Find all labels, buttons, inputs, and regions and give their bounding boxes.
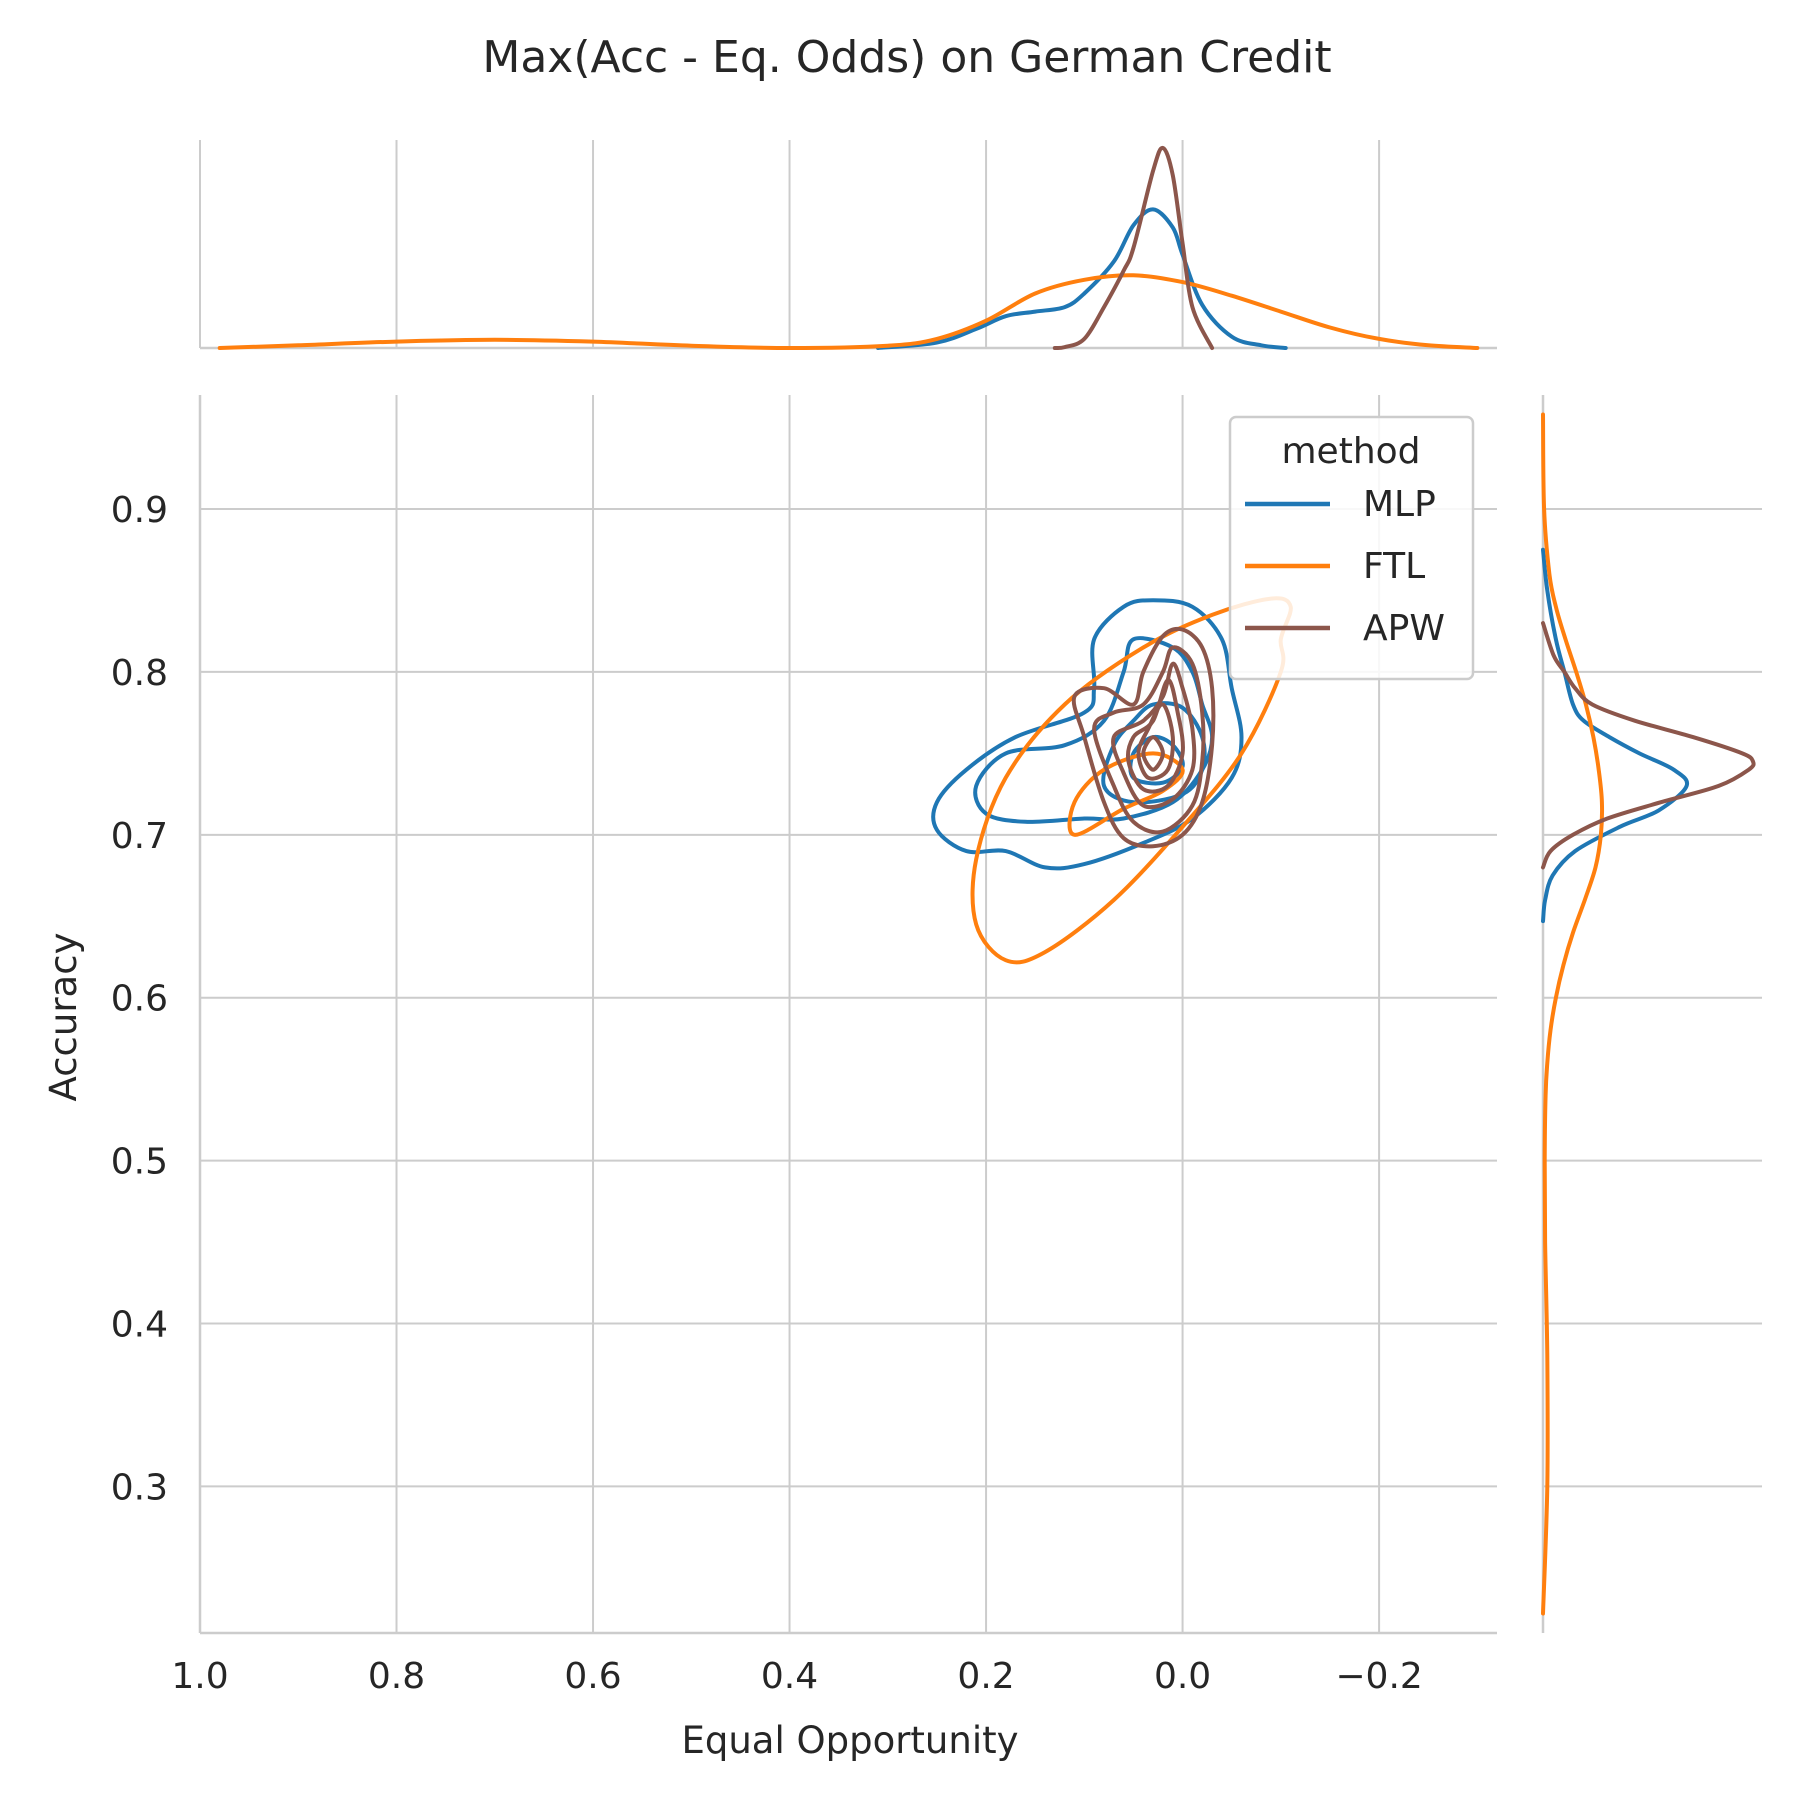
y-tick-label: 0.4	[111, 1305, 168, 1346]
x-axis-label: Equal Opportunity	[681, 1719, 1018, 1762]
x-tick-label: 0.2	[957, 1656, 1014, 1697]
joint-kde-contours	[931, 596, 1293, 965]
y-tick-label: 0.7	[111, 816, 168, 857]
apw-y-marginal-curve	[1541, 621, 1756, 870]
legend-label-mlp: MLP	[1363, 484, 1436, 525]
x-tick-label: 1.0	[171, 1656, 228, 1697]
right-marginal-gridlines	[1543, 508, 1762, 1488]
mlp-contour	[931, 598, 1244, 871]
x-tick-label: 0.4	[761, 1656, 818, 1697]
ftl-x-marginal-curve	[217, 273, 1480, 350]
x-tick-label: −0.2	[1335, 1656, 1422, 1697]
apw-contour	[1092, 645, 1206, 835]
apw-contour	[1111, 661, 1197, 810]
ftl-y-marginal-curve	[1541, 412, 1605, 1616]
ftl-contour	[970, 596, 1293, 965]
legend-label-ftl: FTL	[1363, 546, 1425, 587]
top-marginal-gridlines	[199, 140, 1381, 348]
x-tick-label: 0.0	[1154, 1656, 1211, 1697]
legend-title: method	[1281, 431, 1420, 472]
legend-label-apw: APW	[1363, 608, 1445, 649]
y-tick-labels: 0.3 0.4 0.5 0.6 0.7 0.8 0.9	[111, 490, 168, 1508]
mlp-x-marginal-curve	[876, 207, 1288, 350]
x-tick-label: 0.6	[564, 1656, 621, 1697]
apw-x-marginal-curve	[1052, 146, 1215, 351]
y-tick-label: 0.5	[111, 1142, 168, 1183]
right-marginal-kde	[1541, 412, 1756, 1616]
y-axis-label: Accuracy	[42, 933, 85, 1102]
y-tick-label: 0.3	[111, 1467, 168, 1508]
apw-contour	[1141, 735, 1165, 772]
legend-entries: MLP FTL APW	[1245, 484, 1445, 649]
legend: method MLP FTL APW	[1228, 415, 1475, 681]
apw-contour	[1071, 626, 1216, 849]
mlp-y-marginal-curve	[1541, 547, 1690, 924]
apw-contour	[1136, 702, 1175, 781]
x-tick-labels: 1.0 0.8 0.6 0.4 0.2 0.0 −0.2	[171, 1656, 1422, 1697]
y-tick-label: 0.9	[111, 490, 168, 531]
x-tick-label: 0.8	[368, 1656, 425, 1697]
chart-title: Max(Acc - Eq. Odds) on German Credit	[482, 32, 1331, 83]
y-tick-label: 0.8	[111, 653, 168, 694]
y-tick-label: 0.6	[111, 979, 168, 1020]
legend-frame	[1228, 415, 1475, 681]
top-marginal-kde	[217, 146, 1480, 351]
